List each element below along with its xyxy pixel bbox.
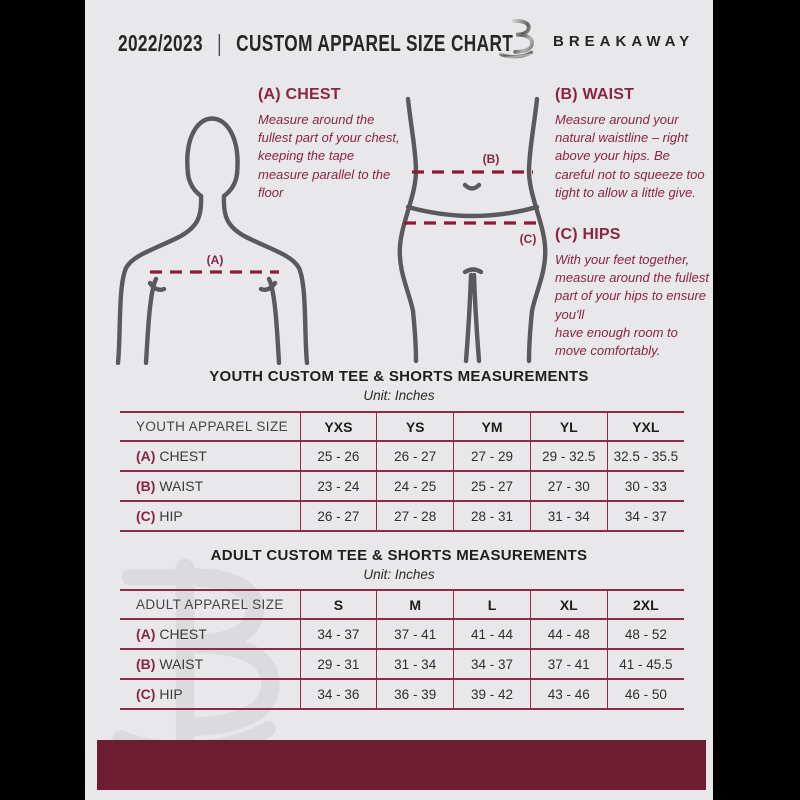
size-column-header: L (453, 589, 531, 620)
size-column-header: S (299, 589, 377, 620)
size-column-header: M (376, 589, 454, 620)
measurement-cell: 29 - 31 (299, 648, 377, 680)
size-column-header: YS (376, 411, 454, 442)
table-row: (A) CHEST 25 - 26 26 - 27 27 - 29 29 - 32.5 3… (120, 440, 684, 472)
size-column-header: YXL (606, 411, 684, 442)
breakaway-logo-icon (499, 16, 534, 59)
measurement-cell: 24 - 25 (376, 470, 454, 502)
size-chart-page: 2022/2023 | CUSTOM APPAREL SIZE CHART BR… (85, 0, 713, 800)
measurement-cell: 26 - 27 (376, 440, 454, 472)
navel (462, 182, 482, 191)
left-shoulder-arm (115, 193, 204, 365)
size-column-header: XL (529, 589, 608, 620)
measurement-cell: 26 - 27 (299, 500, 377, 532)
chest-description: Measure around the fullest part of your … (258, 112, 400, 200)
measurement-cell: 25 - 27 (453, 470, 531, 502)
lower-body-figure: (B) (C) (397, 96, 548, 364)
row-label: (B) WAIST (120, 648, 300, 680)
hip-crease (405, 204, 540, 219)
left-hip-outline (397, 96, 419, 364)
season-label: 2022/2023 (118, 30, 203, 56)
measurement-cell: 46 - 50 (606, 678, 684, 710)
label-column-header: ADULT APPAREL SIZE (120, 589, 300, 620)
row-marker: (B) (136, 478, 156, 494)
measurement-cell: 23 - 24 (299, 470, 377, 502)
waist-heading: (B) WAIST (555, 86, 635, 103)
measurement-cell: 39 - 42 (453, 678, 531, 710)
measurement-cell: 29 - 32.5 (529, 440, 608, 472)
measurement-cell: 30 - 33 (606, 470, 684, 502)
measurement-cell: 31 - 34 (376, 648, 454, 680)
adult-size-table: ADULT APPAREL SIZE S M L XL 2XL (A) CHEST 34 - … (120, 589, 684, 710)
measurement-cell: 41 - 44 (453, 618, 531, 650)
measurement-cell: 31 - 34 (529, 500, 608, 532)
table-row: (C) HIP 26 - 27 27 - 28 28 - 31 31 - 34 34 - … (120, 500, 684, 532)
youth-table-unit: Unit: Inches (363, 388, 435, 403)
row-marker: (A) (136, 626, 156, 642)
brand-name: BREAKAWAY (553, 33, 695, 50)
row-label: (A) CHEST (120, 440, 300, 472)
hips-description: With your feet together, measure around … (555, 252, 709, 358)
table-row: (A) CHEST 34 - 37 37 - 41 41 - 44 44 - 48 48 … (120, 618, 684, 650)
page-header: 2022/2023 | CUSTOM APPAREL SIZE CHART (118, 30, 513, 57)
head-outline (185, 116, 240, 177)
measurement-cell: 27 - 28 (376, 500, 454, 532)
measurement-cell: 32.5 - 35.5 (606, 440, 684, 472)
waist-marker-label: (B) (483, 152, 500, 166)
page-title: CUSTOM APPAREL SIZE CHART (236, 30, 514, 56)
row-marker: (A) (136, 448, 156, 464)
measurement-cell: 34 - 37 (299, 618, 377, 650)
measurement-cell: 37 - 41 (529, 648, 608, 680)
row-marker: (C) (136, 686, 156, 702)
row-label: (A) CHEST (120, 618, 300, 650)
table-row: (B) WAIST 23 - 24 24 - 25 25 - 27 27 - 30 30 … (120, 470, 684, 502)
measurement-cell: 25 - 26 (299, 440, 377, 472)
chest-heading: (A) CHEST (258, 86, 341, 103)
row-label: (C) HIP (120, 678, 300, 710)
measurement-cell: 28 - 31 (453, 500, 531, 532)
row-label: (C) HIP (120, 500, 300, 532)
size-column-header: YL (529, 411, 608, 442)
measurement-cell: 27 - 30 (529, 470, 608, 502)
measurement-cell: 43 - 46 (529, 678, 608, 710)
waist-description: Measure around your natural waistline – … (555, 112, 705, 200)
row-label: (B) WAIST (120, 470, 300, 502)
footer-accent-bar (97, 740, 706, 790)
table-row: (C) HIP 34 - 36 36 - 39 39 - 42 43 - 46 46 - … (120, 678, 684, 710)
youth-size-table: YOUTH APPAREL SIZE YXS YS YM YL YXL (A) CHEST 2… (120, 411, 684, 532)
table-header-row: ADULT APPAREL SIZE S M L XL 2XL (120, 589, 684, 620)
measurement-cell: 41 - 45.5 (606, 648, 684, 680)
right-hip-outline (526, 96, 548, 364)
measurement-cell: 37 - 41 (376, 618, 454, 650)
hips-heading: (C) HIPS (555, 226, 621, 243)
torso-figure: (A) (115, 116, 310, 365)
right-shoulder-arm (221, 193, 310, 365)
size-column-header: 2XL (606, 589, 684, 620)
adult-table-title: ADULT CUSTOM TEE & SHORTS MEASUREMENTS (210, 547, 588, 564)
label-column-header: YOUTH APPAREL SIZE (120, 411, 300, 442)
measurement-cell: 48 - 52 (606, 618, 684, 650)
youth-table-title: YOUTH CUSTOM TEE & SHORTS MEASUREMENTS (209, 368, 589, 385)
measurement-cell: 44 - 48 (529, 618, 608, 650)
row-marker: (B) (136, 656, 156, 672)
measurement-cell: 27 - 29 (453, 440, 531, 472)
adult-table-unit: Unit: Inches (363, 567, 435, 582)
size-column-header: YM (453, 411, 531, 442)
header-separator: | (217, 30, 222, 56)
measurement-cell: 36 - 39 (376, 678, 454, 710)
measurement-cell: 34 - 36 (299, 678, 377, 710)
measurement-cell: 34 - 37 (453, 648, 531, 680)
table-row: (B) WAIST 29 - 31 31 - 34 34 - 37 37 - 41 41 … (120, 648, 684, 680)
measurement-cell: 34 - 37 (606, 500, 684, 532)
hip-marker-label: (C) (520, 232, 537, 246)
table-header-row: YOUTH APPAREL SIZE YXS YS YM YL YXL (120, 411, 684, 442)
size-column-header: YXS (299, 411, 377, 442)
row-marker: (C) (136, 508, 156, 524)
chest-marker-label: (A) (207, 253, 224, 267)
